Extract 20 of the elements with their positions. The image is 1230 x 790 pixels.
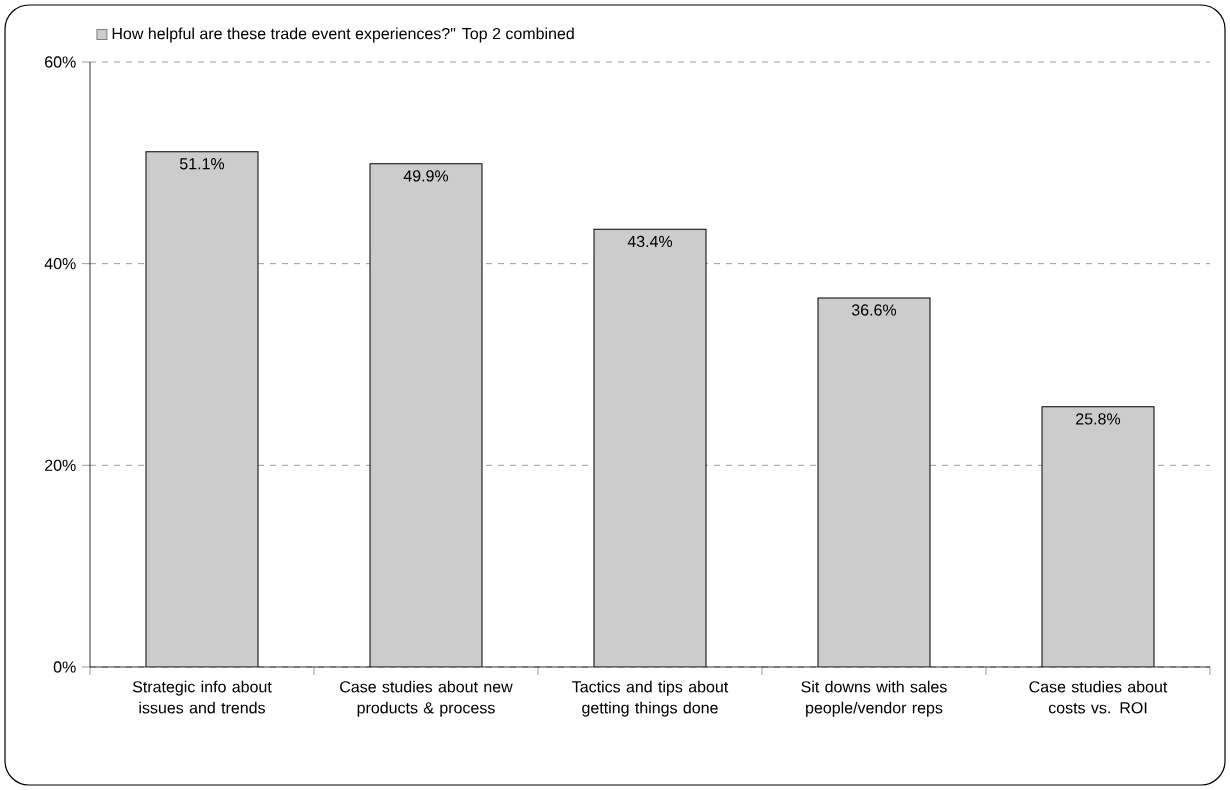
bar xyxy=(370,163,483,667)
data-label: 36.6% xyxy=(851,304,897,316)
x-tick-label: Case studies about new products & process xyxy=(340,680,513,717)
bar xyxy=(818,297,931,667)
y-tick-label: 0% xyxy=(53,661,76,673)
legend-label: How helpful are these trade event experiences?" Top 2 combined xyxy=(112,27,574,43)
bar xyxy=(1041,406,1155,667)
bar xyxy=(594,229,707,667)
x-tick-label: Tactics and tips about getting things done xyxy=(572,680,729,717)
y-tick-label: 20% xyxy=(45,459,76,471)
x-tick-label: Sit downs with sales people/vendor reps xyxy=(801,680,947,717)
y-tick-label: 60% xyxy=(45,56,76,68)
data-label: 25.8% xyxy=(1076,413,1121,425)
y-tick-label: 40% xyxy=(44,257,76,270)
data-label: 49.9% xyxy=(403,170,449,182)
data-label: 43.4% xyxy=(627,235,673,248)
bar xyxy=(146,151,259,667)
x-tick-label: Case studies about costs vs. ROI xyxy=(1029,680,1168,714)
data-label: 51.1% xyxy=(179,158,225,170)
x-tick-label: Strategic info about issues and trends xyxy=(132,680,272,714)
